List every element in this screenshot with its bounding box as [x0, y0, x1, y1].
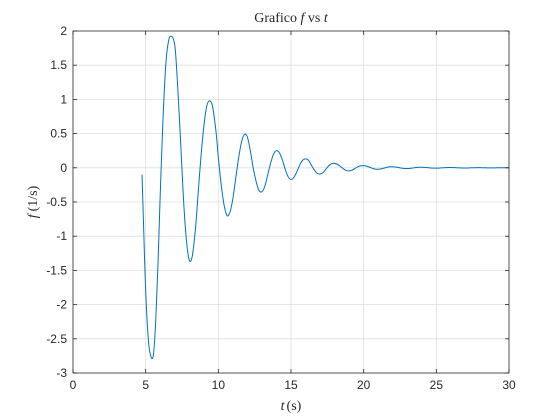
y-tick-label: -1: [56, 229, 67, 243]
x-tick-label: 0: [70, 378, 77, 392]
y-tick-label: -2: [56, 298, 67, 312]
x-tick-label: 10: [212, 378, 226, 392]
y-axis-label: f(1/s): [26, 185, 41, 218]
y-tick-label: -3: [56, 366, 67, 380]
y-tick-label: -0.5: [46, 195, 67, 209]
x-axis-label: t (s): [281, 399, 302, 414]
tick-labels: 0 5 10 15 20 25 30 -3 -2.5 -2 -1.5 -1 -0.5 0 0.5 1 1.5 2: [46, 24, 516, 392]
x-tick-label: 30: [502, 378, 516, 392]
x-tick-label: 5: [142, 378, 149, 392]
x-tick-label: 15: [284, 378, 298, 392]
y-tick-label: 2: [60, 24, 67, 38]
plot-content: [141, 35, 509, 360]
y-tick-label: -1.5: [46, 263, 67, 277]
y-tick-label: 1: [60, 92, 67, 106]
ticks: [72, 30, 510, 374]
y-tick-label: 0.5: [50, 127, 67, 141]
series-line: [141, 35, 509, 360]
y-tick-label: 1.5: [50, 58, 67, 72]
chart-title: Grafico f vs t: [254, 11, 329, 26]
y-tick-label: -2.5: [46, 332, 67, 346]
x-tick-label: 25: [430, 378, 444, 392]
x-tick-label: 20: [357, 378, 371, 392]
y-tick-label: 0: [60, 161, 67, 175]
